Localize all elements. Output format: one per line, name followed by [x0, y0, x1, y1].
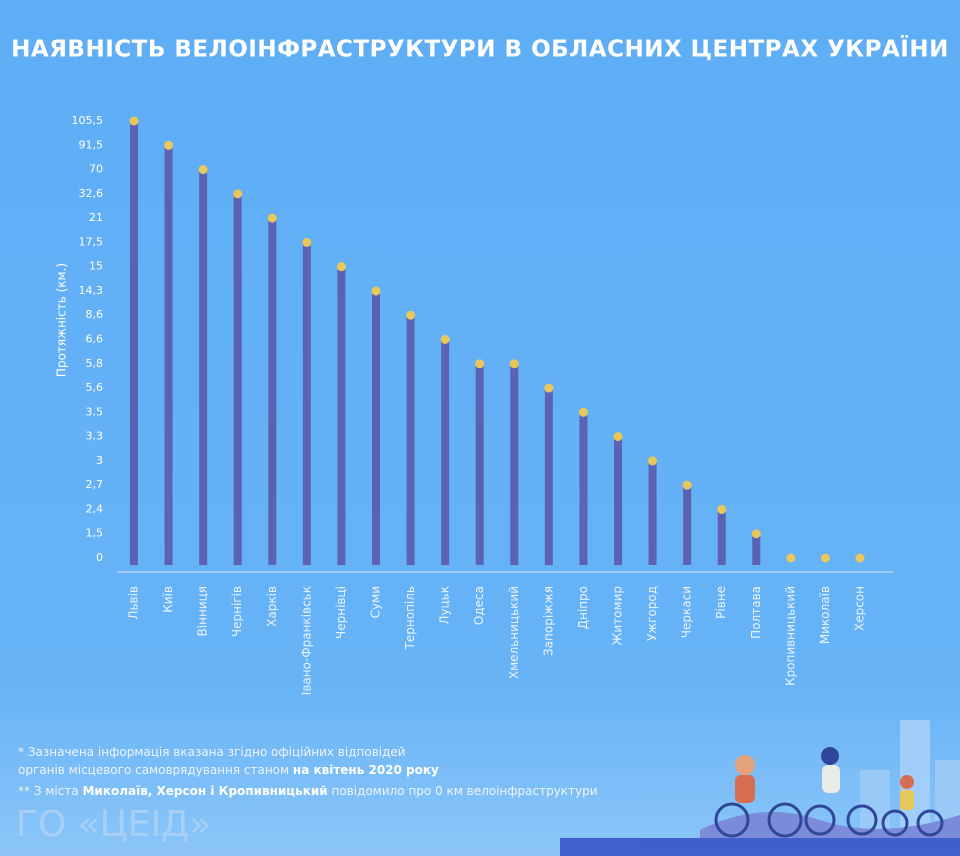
- bar-marker: [648, 456, 658, 466]
- bar: [614, 436, 622, 565]
- bar: [199, 169, 208, 566]
- bar-marker: [751, 529, 761, 539]
- bar: [337, 266, 346, 565]
- x-tick-label: Житомир: [611, 586, 625, 646]
- bar: [579, 412, 588, 565]
- x-tick-label: Луцьк: [438, 586, 452, 625]
- bar-marker: [682, 480, 692, 490]
- y-tick-label: 91,5: [79, 138, 104, 151]
- x-tick-label: Львів: [127, 586, 141, 620]
- x-tick-label: Миколаїв: [818, 586, 832, 644]
- bar-marker: [717, 504, 727, 514]
- x-tick-label: Харків: [265, 586, 279, 627]
- y-tick-label: 3: [96, 454, 103, 467]
- bar-marker: [198, 165, 208, 175]
- bar-marker: [578, 407, 588, 417]
- y-tick-label: 17,5: [79, 235, 104, 248]
- footnote: органів місцевого самоврядування станом …: [18, 763, 439, 777]
- bar-marker: [164, 140, 174, 150]
- bar-marker: [544, 383, 554, 393]
- bar: [717, 509, 726, 565]
- bar-marker: [786, 553, 796, 563]
- x-tick-label: Ужгород: [645, 586, 659, 641]
- bar: [302, 242, 311, 565]
- x-tick-label: Рівне: [714, 586, 728, 619]
- x-tick-label: Чернівці: [334, 586, 348, 639]
- y-tick-label: 1,5: [86, 527, 104, 540]
- y-tick-label: 3,3: [86, 430, 104, 443]
- bar: [372, 290, 380, 565]
- bar-marker: [475, 359, 485, 369]
- x-tick-label: Хмельницький: [507, 586, 521, 679]
- chart-title: НАЯВНІСТЬ ВЕЛОІНФРАСТРУКТУРИ В ОБЛАСНИХ …: [11, 35, 949, 63]
- x-tick-label: Чернігів: [230, 586, 244, 637]
- y-tick-label: 14,3: [79, 284, 104, 297]
- y-tick-label: 0: [96, 551, 103, 564]
- y-tick-label: 2,7: [86, 478, 104, 491]
- bar: [130, 121, 138, 565]
- y-tick-label: 5,8: [86, 357, 104, 370]
- x-tick-label: Одеса: [472, 586, 486, 625]
- x-tick-label: Кропивницький: [783, 586, 797, 686]
- bar-marker: [855, 553, 865, 563]
- y-tick-label: 105,5: [72, 114, 104, 127]
- bar-marker: [820, 553, 830, 563]
- footnote: * Зазначена інформація вказана згідно оф…: [18, 745, 406, 759]
- x-tick-label: Тернопіль: [403, 586, 417, 650]
- y-tick-label: 15: [89, 260, 103, 273]
- y-tick-label: 6,6: [86, 333, 104, 346]
- y-tick-label: 21: [89, 211, 103, 224]
- x-tick-label: Івано-Франківськ: [299, 586, 313, 695]
- bar: [233, 193, 242, 566]
- bar: [441, 339, 450, 565]
- bar: [510, 363, 519, 565]
- x-tick-label: Полтава: [749, 586, 763, 639]
- bar-marker: [371, 286, 381, 296]
- bar: [475, 363, 484, 565]
- bar-marker: [233, 189, 243, 199]
- bar-marker: [267, 213, 277, 223]
- footnote: ** З міста Миколаїв, Херсон і Кропивниць…: [18, 784, 598, 798]
- bar-marker: [509, 359, 519, 369]
- bar: [544, 388, 553, 565]
- illustration: [560, 720, 960, 856]
- bar: [164, 145, 173, 565]
- x-tick-label: Дніпро: [576, 586, 590, 629]
- bar-marker: [613, 432, 623, 442]
- bar: [752, 533, 761, 565]
- bar-marker: [129, 116, 139, 126]
- y-tick-label: 32,6: [79, 187, 104, 200]
- bar: [683, 485, 692, 565]
- bar: [268, 218, 277, 565]
- bar: [406, 315, 415, 565]
- y-tick-label: 70: [89, 163, 103, 176]
- x-tick-label: Черкаси: [680, 586, 694, 638]
- logo: ГО «ЦЕІД»: [16, 804, 211, 845]
- bar-marker: [406, 310, 416, 320]
- y-tick-label: 5,6: [86, 381, 104, 394]
- y-tick-label: 3,5: [86, 405, 104, 418]
- x-tick-label: Вінниця: [196, 586, 210, 636]
- x-tick-label: Херсон: [853, 586, 867, 631]
- bar-marker: [336, 262, 346, 272]
- y-tick-label: 8,6: [86, 308, 104, 321]
- bar-marker: [302, 237, 312, 247]
- y-tick-label: 2,4: [86, 502, 104, 515]
- x-tick-label: Суми: [369, 586, 383, 618]
- x-tick-label: Запоріжжя: [541, 586, 555, 656]
- bar: [648, 460, 657, 565]
- y-axis-title: Протяжність (км.): [55, 263, 69, 377]
- x-tick-label: Київ: [161, 586, 175, 613]
- bar-marker: [440, 335, 450, 344]
